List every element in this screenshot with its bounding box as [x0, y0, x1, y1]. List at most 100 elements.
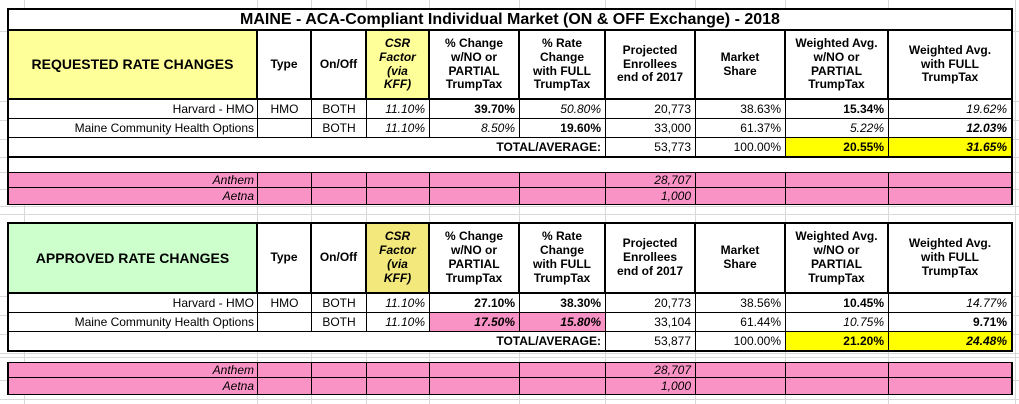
header-requested-label[interactable]: REQUESTED RATE CHANGES	[9, 31, 258, 100]
cell-on-off[interactable]	[312, 173, 367, 188]
header-on-off[interactable]: On/Off	[312, 224, 367, 294]
header-pct-change-full[interactable]: % Rate Change with FULL TrumpTax	[520, 224, 606, 294]
cell-enrollees[interactable]: 33,000	[606, 119, 696, 138]
cell-carrier-name[interactable]: Aetna	[9, 378, 258, 394]
header-market-share[interactable]: Market Share	[696, 224, 786, 294]
cell-type[interactable]	[258, 119, 312, 138]
header-type[interactable]: Type	[258, 31, 312, 100]
cell-wavg-no-partial[interactable]: 15.34%	[786, 100, 889, 119]
cell-type[interactable]: HMO	[258, 100, 312, 119]
cell-total-wavg-full[interactable]: 31.65%	[889, 138, 1011, 156]
cell-type[interactable]	[258, 363, 312, 378]
cell-pct-change-no-partial[interactable]: 39.70%	[430, 100, 520, 119]
cell-wavg-full[interactable]: 12.03%	[889, 119, 1011, 138]
cell-wavg-full[interactable]	[889, 378, 1011, 394]
cell-enrollees[interactable]: 28,707	[606, 173, 696, 188]
cell-pct-change-no-partial[interactable]	[430, 173, 520, 188]
cell-pct-change-full[interactable]	[520, 188, 606, 204]
cell-market-share[interactable]: 38.56%	[696, 294, 786, 313]
cell-enrollees[interactable]: 28,707	[606, 363, 696, 378]
header-pct-change-no-partial[interactable]: % Change w/NO or PARTIAL TrumpTax	[430, 224, 520, 294]
header-enrollees[interactable]: Projected Enrollees end of 2017	[606, 31, 696, 100]
cell-pct-change-full[interactable]: 50.80%	[520, 100, 606, 119]
cell-enrollees[interactable]: 1,000	[606, 378, 696, 394]
header-type[interactable]: Type	[258, 224, 312, 294]
cell-market-share[interactable]: 38.63%	[696, 100, 786, 119]
cell-pct-change-no-partial[interactable]: 27.10%	[430, 294, 520, 313]
header-wavg-full[interactable]: Weighted Avg. with FULL TrumpTax	[889, 224, 1011, 294]
cell-on-off[interactable]: BOTH	[312, 294, 367, 313]
cell-market-share[interactable]	[696, 188, 786, 204]
header-csr-factor[interactable]: CSR Factor (via KFF)	[367, 224, 430, 294]
header-enrollees[interactable]: Projected Enrollees end of 2017	[606, 224, 696, 294]
header-wavg-full[interactable]: Weighted Avg. with FULL TrumpTax	[889, 31, 1011, 100]
sheet-title[interactable]: MAINE - ACA-Compliant Individual Market …	[9, 10, 1011, 31]
cell-wavg-no-partial[interactable]: 10.45%	[786, 294, 889, 313]
header-market-share[interactable]: Market Share	[696, 31, 786, 100]
cell-enrollees[interactable]: 1,000	[606, 188, 696, 204]
cell-market-share[interactable]	[696, 363, 786, 378]
cell-type[interactable]	[258, 188, 312, 204]
cell-pct-change-no-partial[interactable]	[430, 363, 520, 378]
header-csr-factor[interactable]: CSR Factor (via KFF)	[367, 31, 430, 100]
cell-wavg-full[interactable]: 9.71%	[889, 313, 1011, 332]
cell-pct-change-full[interactable]	[520, 378, 606, 394]
cell-total-market-share[interactable]: 100.00%	[696, 332, 786, 350]
cell-on-off[interactable]: BOTH	[312, 313, 367, 332]
cell-pct-change-no-partial[interactable]	[430, 188, 520, 204]
header-wavg-no-partial[interactable]: Weighted Avg. w/NO or PARTIAL TrumpTax	[786, 224, 889, 294]
cell-csr-factor[interactable]	[367, 188, 430, 204]
cell-pct-change-no-partial[interactable]	[430, 378, 520, 394]
cell-pct-change-full[interactable]	[520, 363, 606, 378]
cell-carrier-name[interactable]: Maine Community Health Options	[9, 119, 258, 138]
cell-carrier-name[interactable]: Anthem	[9, 173, 258, 188]
cell-wavg-no-partial[interactable]	[786, 188, 889, 204]
cell-wavg-no-partial[interactable]	[786, 378, 889, 394]
header-pct-change-full[interactable]: % Rate Change with FULL TrumpTax	[520, 31, 606, 100]
cell-market-share[interactable]	[696, 378, 786, 394]
cell-wavg-full[interactable]: 14.77%	[889, 294, 1011, 313]
cell-type[interactable]	[258, 313, 312, 332]
cell-type[interactable]	[258, 378, 312, 394]
header-wavg-no-partial[interactable]: Weighted Avg. w/NO or PARTIAL TrumpTax	[786, 31, 889, 100]
cell-on-off[interactable]	[312, 378, 367, 394]
cell-pct-change-full[interactable]: 15.80%	[520, 313, 606, 332]
cell-on-off[interactable]	[312, 363, 367, 378]
cell-wavg-full[interactable]	[889, 363, 1011, 378]
cell-total-wavg-no-partial[interactable]: 20.55%	[786, 138, 889, 156]
cell-total-market-share[interactable]: 100.00%	[696, 138, 786, 156]
cell-wavg-no-partial[interactable]: 10.75%	[786, 313, 889, 332]
cell-wavg-no-partial[interactable]: 5.22%	[786, 119, 889, 138]
cell-carrier-name[interactable]: Anthem	[9, 363, 258, 378]
total-average-label[interactable]: TOTAL/AVERAGE:	[9, 332, 606, 350]
cell-on-off[interactable]: BOTH	[312, 119, 367, 138]
cell-pct-change-no-partial[interactable]: 17.50%	[430, 313, 520, 332]
cell-pct-change-no-partial[interactable]: 8.50%	[430, 119, 520, 138]
cell-market-share[interactable]: 61.37%	[696, 119, 786, 138]
header-pct-change-no-partial[interactable]: % Change w/NO or PARTIAL TrumpTax	[430, 31, 520, 100]
cell-type[interactable]: HMO	[258, 294, 312, 313]
cell-wavg-full[interactable]	[889, 173, 1011, 188]
cell-enrollees[interactable]: 20,773	[606, 294, 696, 313]
cell-csr-factor[interactable]	[367, 363, 430, 378]
cell-total-enrollees[interactable]: 53,877	[606, 332, 696, 350]
cell-total-wavg-full[interactable]: 24.48%	[889, 332, 1011, 350]
cell-market-share[interactable]: 61.44%	[696, 313, 786, 332]
cell-csr-factor[interactable]: 11.10%	[367, 294, 430, 313]
cell-wavg-full[interactable]: 19.62%	[889, 100, 1011, 119]
cell-carrier-name[interactable]: Maine Community Health Options	[9, 313, 258, 332]
cell-total-wavg-no-partial[interactable]: 21.20%	[786, 332, 889, 350]
cell-market-share[interactable]	[696, 173, 786, 188]
header-approved-label[interactable]: APPROVED RATE CHANGES	[9, 224, 258, 294]
cell-on-off[interactable]	[312, 188, 367, 204]
cell-csr-factor[interactable]	[367, 173, 430, 188]
cell-enrollees[interactable]: 33,104	[606, 313, 696, 332]
cell-enrollees[interactable]: 20,773	[606, 100, 696, 119]
header-on-off[interactable]: On/Off	[312, 31, 367, 100]
cell-csr-factor[interactable]: 11.10%	[367, 313, 430, 332]
cell-carrier-name[interactable]: Harvard - HMO	[9, 294, 258, 313]
cell-wavg-full[interactable]	[889, 188, 1011, 204]
cell-pct-change-full[interactable]	[520, 173, 606, 188]
cell-wavg-no-partial[interactable]	[786, 363, 889, 378]
cell-csr-factor[interactable]: 11.10%	[367, 119, 430, 138]
